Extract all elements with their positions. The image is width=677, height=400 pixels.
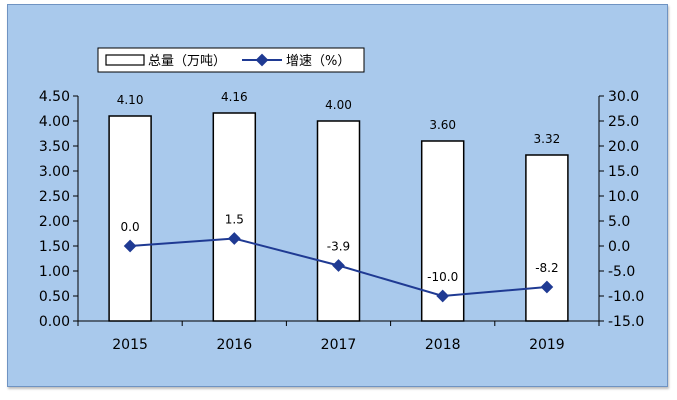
legend-line-marker (255, 53, 269, 67)
bar (108, 115, 152, 322)
line-point (227, 232, 241, 245)
right-tick-label: 30.0 (608, 89, 639, 105)
legend-bar-label: 总量（万吨） (148, 54, 226, 69)
bar (212, 112, 257, 322)
legend: 总量（万吨） 增速（%） (97, 47, 365, 73)
right-tick-label: 15.0 (608, 164, 639, 180)
legend-bar-swatch (105, 54, 145, 66)
bar-data-label: 3.60 (429, 118, 456, 132)
line-data-label: -3.9 (327, 240, 350, 254)
right-tick-label: -5.0 (608, 264, 635, 280)
x-tick-label: 2016 (216, 337, 252, 353)
bar (316, 120, 361, 322)
left-tick-label: 2.50 (39, 189, 70, 205)
right-tick-label: 10.0 (608, 189, 639, 205)
left-tick-label: 4.50 (39, 89, 70, 105)
left-tick-label: 3.00 (39, 164, 70, 180)
line-data-label: -10.0 (427, 270, 458, 284)
left-tick-label: 2.00 (39, 214, 70, 230)
x-tick-label: 2018 (425, 337, 461, 353)
x-tick-label: 2015 (112, 337, 148, 353)
bar-data-label: 4.16 (221, 90, 248, 104)
right-tick-label: -15.0 (608, 314, 644, 330)
bar (525, 154, 569, 322)
left-tick-label: 3.50 (39, 139, 70, 155)
left-tick-label: 1.50 (39, 239, 70, 255)
bar-data-label: 3.32 (534, 132, 561, 146)
left-tick-label: 4.00 (39, 114, 70, 130)
bar-data-label: 4.00 (325, 98, 352, 112)
left-tick-label: 1.00 (39, 264, 70, 280)
legend-line-label: 增速（%） (286, 54, 350, 69)
x-tick-label: 2019 (529, 337, 565, 353)
bar-data-label: 4.10 (117, 93, 144, 107)
line-point (332, 259, 345, 272)
right-tick-label: 5.0 (608, 214, 630, 230)
line-data-label: 0.0 (121, 220, 140, 234)
growth-line: 0.0 1.5 -3.9 -10.0 -8.2 (121, 213, 559, 303)
left-tick-label: 0.00 (39, 314, 70, 330)
line-data-label: 1.5 (225, 213, 244, 227)
right-tick-label: 0.0 (608, 239, 630, 255)
x-tick-label: 2017 (321, 337, 357, 353)
bars: 4.10 4.16 4.00 3.60 3.32 (108, 90, 569, 322)
right-tick-label: 20.0 (608, 139, 639, 155)
right-tick-label: 25.0 (608, 114, 639, 130)
line-point (436, 289, 450, 303)
left-tick-label: 0.50 (39, 289, 70, 305)
line-point (123, 239, 137, 253)
line-data-label: -8.2 (535, 261, 558, 275)
right-tick-label: -10.0 (608, 289, 644, 305)
